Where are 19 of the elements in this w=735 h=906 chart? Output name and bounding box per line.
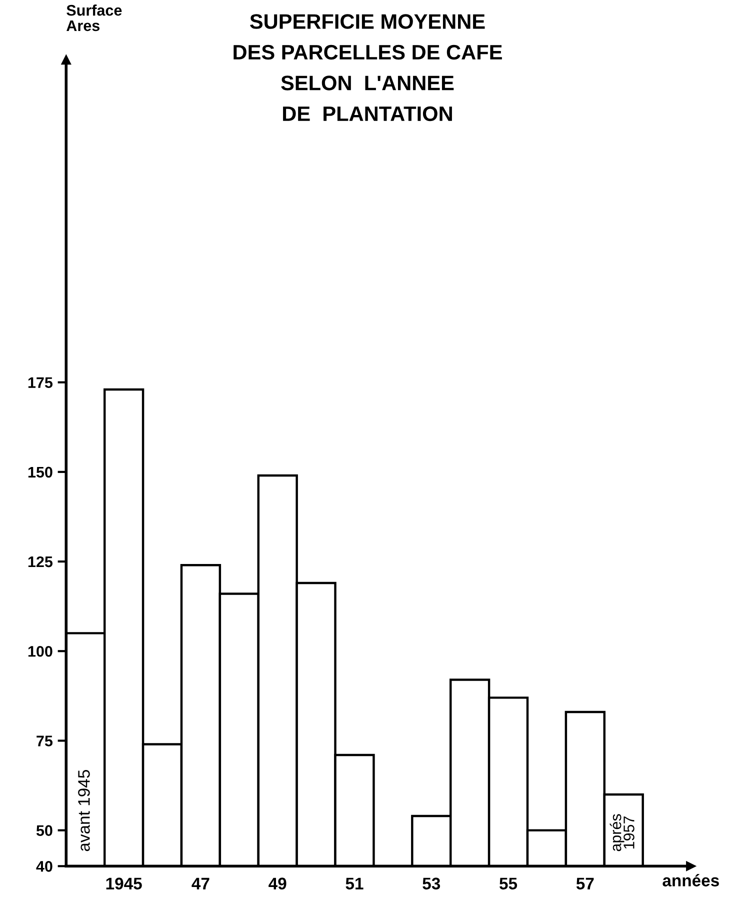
x-tick-label: 49: [268, 878, 286, 890]
y-tick-label: 40: [36, 861, 52, 872]
y-tick-label: 150: [28, 466, 52, 478]
x-tick-label: 47: [192, 878, 210, 890]
x-tick-label: 57: [576, 878, 594, 890]
annotation: avant 1945: [78, 770, 90, 852]
annotation: aprés 1957: [610, 814, 634, 852]
chart-title: SUPERFICIE MOYENNE DES PARCELLES DE CAFE SELON L'ANNEE DE PLANTATION: [234, 14, 502, 122]
y-tick-label: 100: [28, 646, 52, 657]
y-axis-title: Surface Ares: [66, 4, 122, 32]
x-axis-title: années: [662, 874, 719, 886]
y-tick-label: 125: [28, 556, 53, 568]
y-tick-label: 175: [28, 377, 53, 388]
x-tick-label: 51: [346, 878, 364, 890]
y-tick-label: 50: [36, 825, 52, 836]
y-tick-label: 75: [36, 736, 53, 746]
x-tick-label: 55: [500, 878, 518, 890]
x-tick-label: 53: [422, 878, 440, 890]
x-tick-label: 1945: [106, 878, 142, 890]
